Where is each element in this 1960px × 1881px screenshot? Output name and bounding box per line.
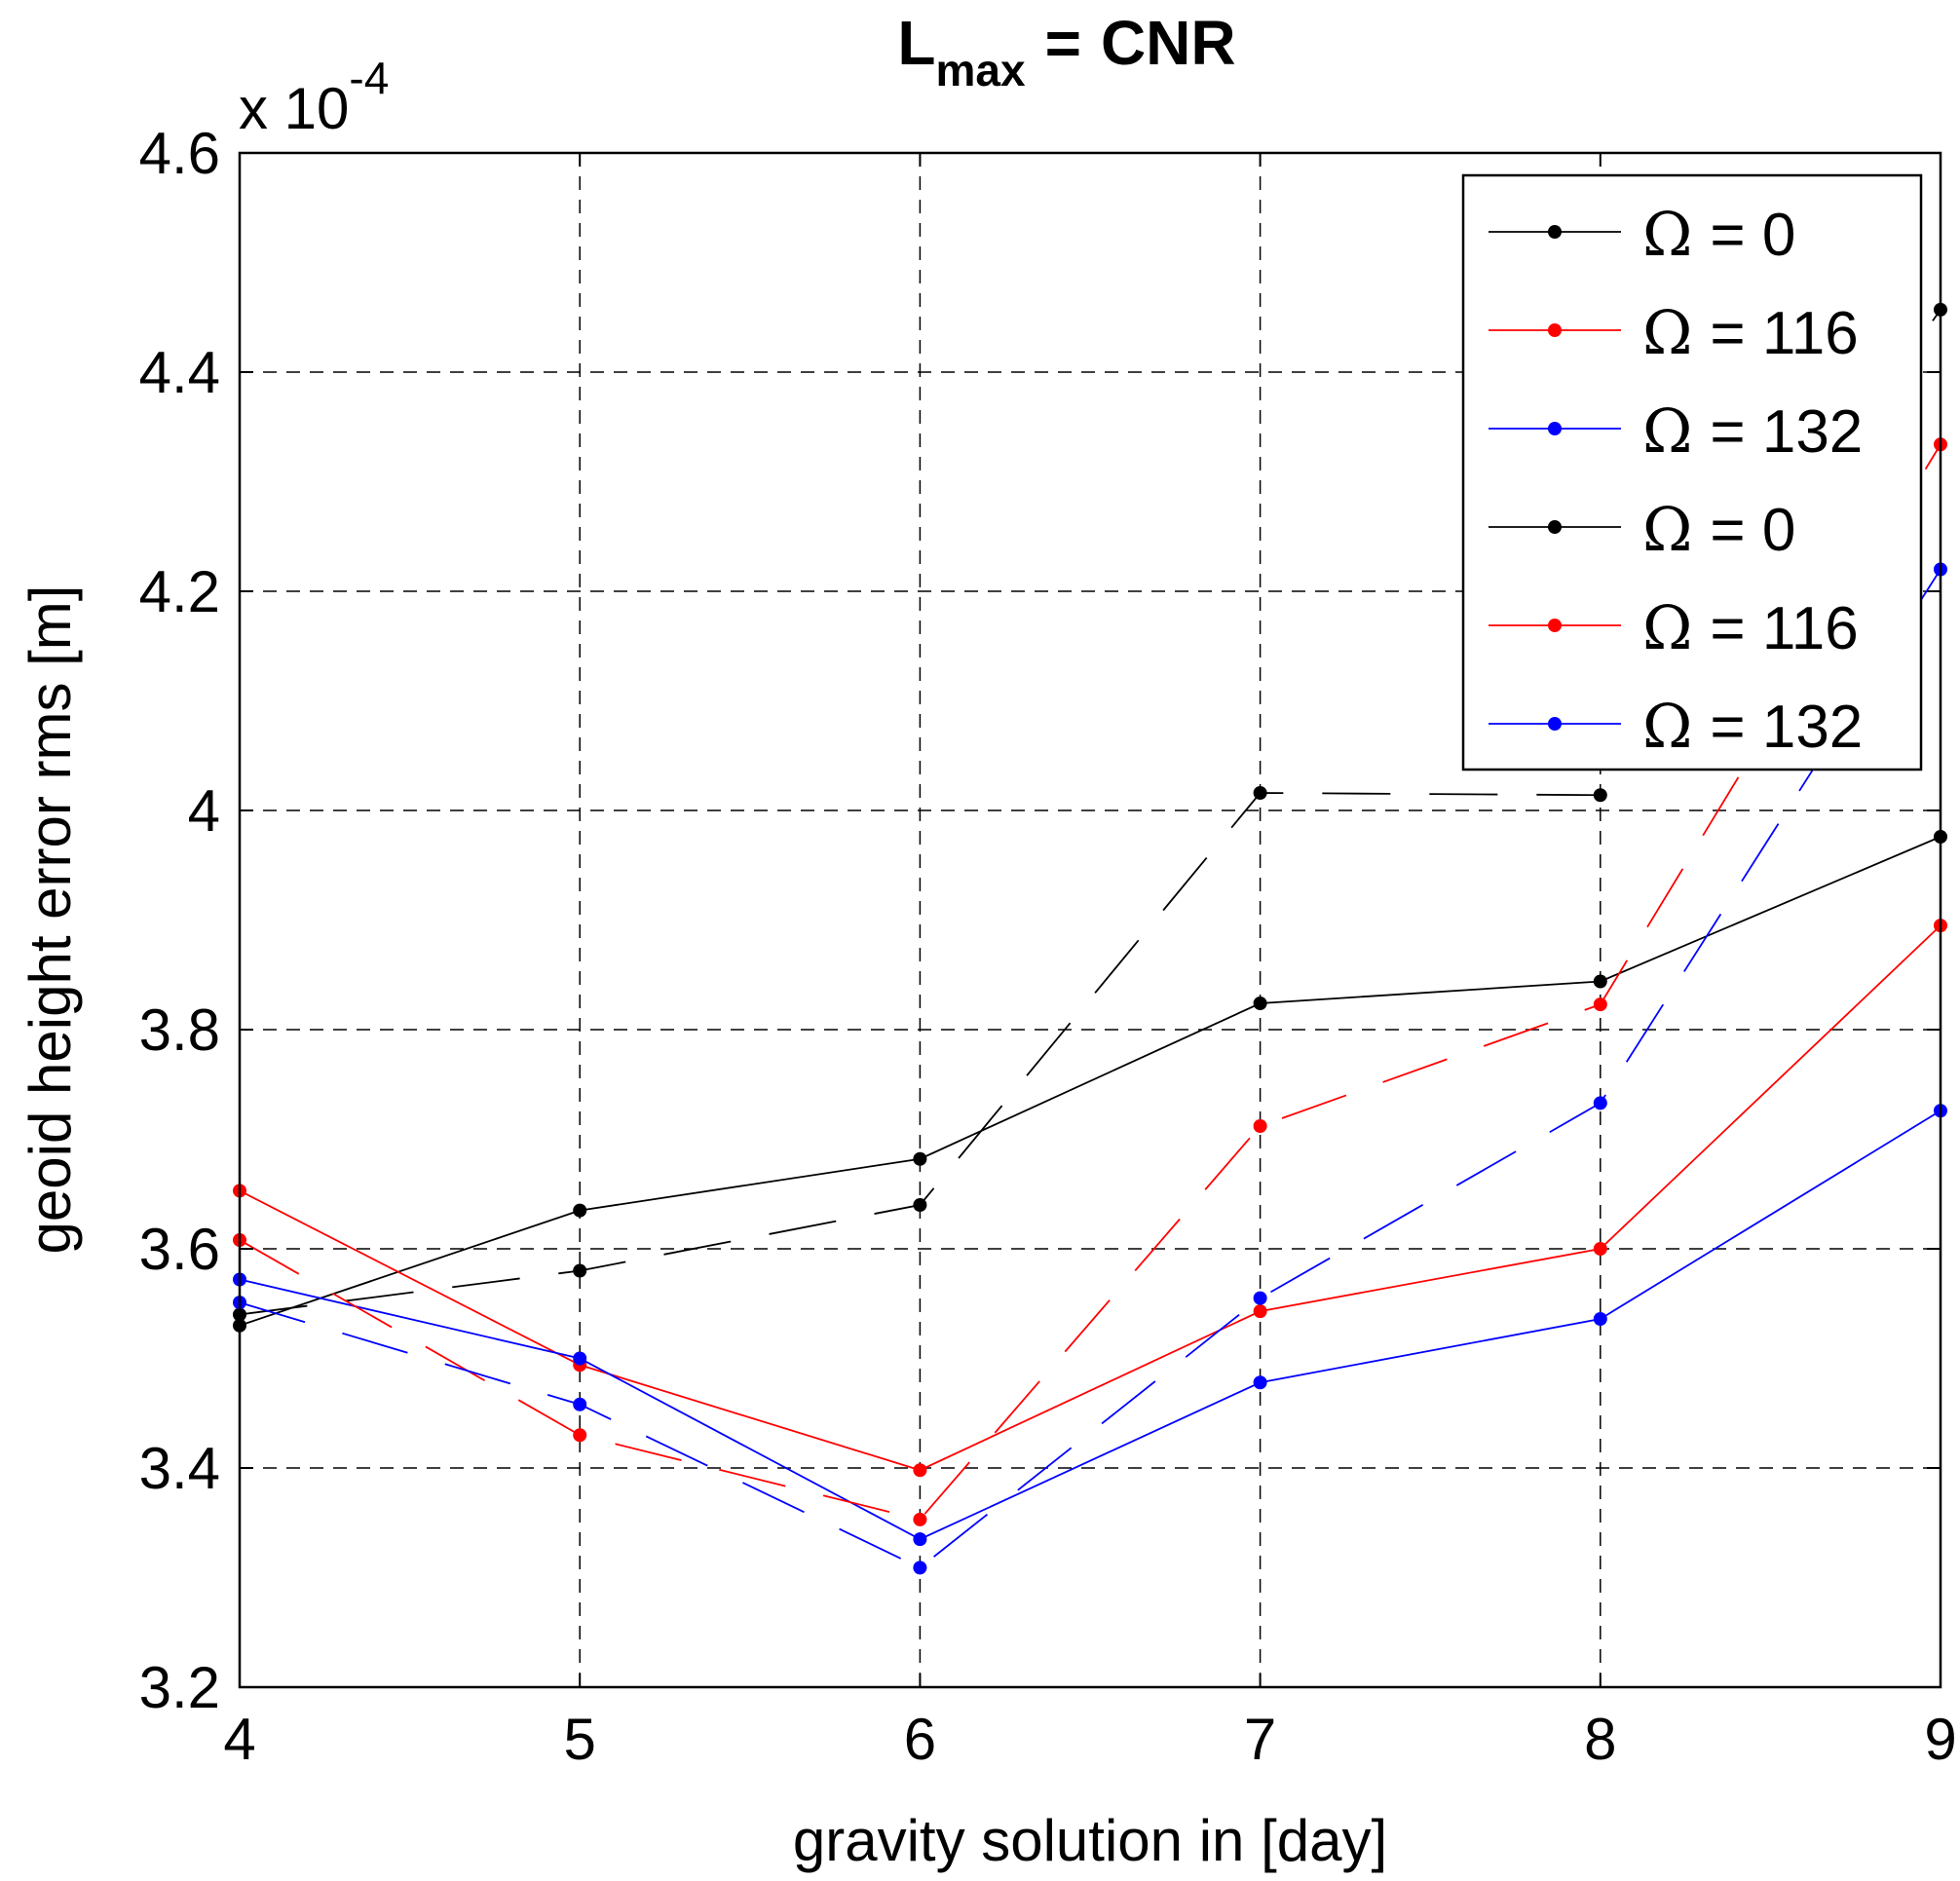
legend-item: Ω = 0 — [1489, 494, 1795, 565]
title-subscript: max — [935, 45, 1025, 95]
y-tick-label: 4 — [188, 778, 220, 844]
data-point — [1253, 1291, 1267, 1305]
legend-item: Ω = 0 — [1489, 199, 1795, 270]
series-line — [239, 569, 1941, 1569]
y-tick-label: 4.6 — [139, 121, 220, 186]
plot-area-frame — [238, 151, 1942, 1689]
series-1 — [233, 919, 1947, 1478]
data-point — [573, 1397, 587, 1411]
legend-symbol: Ω — [1642, 395, 1692, 467]
y-tick-label: 3.8 — [139, 997, 220, 1063]
legend-item: Ω = 132 — [1489, 691, 1863, 762]
y-tick-label: 4.2 — [139, 559, 220, 624]
y-scale-exponent: -4 — [349, 53, 389, 103]
data-point — [1253, 1304, 1267, 1319]
x-tick-label: 8 — [1584, 1707, 1616, 1772]
series-line — [239, 443, 1941, 1521]
legend-marker — [1548, 520, 1562, 534]
legend-symbol: Ω — [1642, 592, 1692, 663]
series-line — [239, 924, 1941, 1472]
legend-marker — [1548, 619, 1562, 632]
chart-title: Lmax = CNR — [897, 8, 1235, 95]
legend-marker — [1548, 422, 1562, 435]
data-point — [1253, 1375, 1267, 1390]
data-point — [913, 1532, 927, 1547]
data-point — [1253, 786, 1267, 800]
data-point — [1253, 997, 1267, 1010]
x-tick-label: 6 — [904, 1707, 936, 1772]
legend: Ω = 0 Ω = 116 Ω = 132 Ω = 0 Ω = 116 Ω = 132 — [1461, 173, 1923, 771]
legend-value: = 116 — [1710, 595, 1858, 662]
ticks: 4 5 6 7 8 9 3.2 3.4 3.6 3.8 4 4.2 4.4 4.6 — [139, 121, 1957, 1772]
data-point — [573, 1428, 587, 1443]
legend-value: = 0 — [1710, 202, 1795, 269]
legend-label: Ω = 0 — [1642, 199, 1795, 270]
legend-label: Ω = 0 — [1642, 494, 1795, 565]
x-tick-label: 5 — [564, 1707, 596, 1772]
data-point — [913, 1198, 927, 1212]
data-point — [573, 1351, 587, 1366]
x-tick-label: 7 — [1244, 1707, 1276, 1772]
x-tick-label: 9 — [1924, 1707, 1956, 1772]
title-equals: = — [1045, 8, 1081, 78]
x-axis-label: gravity solution in [day] — [793, 1808, 1387, 1873]
legend-symbol: Ω — [1642, 297, 1692, 368]
legend-symbol: Ω — [1642, 199, 1692, 270]
data-point — [1253, 1119, 1267, 1133]
legend-marker — [1548, 717, 1562, 731]
series-line — [239, 1110, 1941, 1541]
y-tick-label: 3.4 — [139, 1436, 220, 1501]
title-text: CNR — [1101, 8, 1236, 78]
y-scale-multiplier: x 10-4 — [239, 53, 389, 141]
data-point — [1593, 997, 1607, 1012]
data-point — [913, 1561, 927, 1575]
series-0 — [233, 830, 1947, 1333]
legend-symbol: Ω — [1642, 494, 1692, 565]
series-line — [239, 836, 1941, 1327]
legend-value: = 132 — [1710, 694, 1863, 761]
legend-label: Ω = 116 — [1642, 592, 1859, 663]
legend-symbol: Ω — [1642, 691, 1692, 762]
data-point — [1593, 1096, 1607, 1110]
data-point — [913, 1463, 927, 1478]
data-point — [1593, 1312, 1607, 1326]
data-point — [913, 1512, 927, 1526]
series-4 — [233, 437, 1947, 1526]
data-point — [573, 1203, 587, 1218]
legend-value: = 116 — [1710, 300, 1858, 367]
legend-box — [1461, 173, 1923, 771]
data-point — [1593, 1242, 1607, 1256]
y-axis-label: geoid height error rms [m] — [18, 585, 83, 1255]
legend-value: = 0 — [1710, 497, 1795, 564]
title-prefix: L — [897, 8, 935, 78]
data-point — [573, 1263, 587, 1278]
data-point — [1593, 974, 1607, 989]
legend-item: Ω = 116 — [1489, 297, 1859, 368]
legend-value: = 132 — [1710, 398, 1863, 466]
x-tick-label: 4 — [223, 1707, 255, 1772]
data-point — [1593, 788, 1607, 803]
y-tick-label: 4.4 — [139, 340, 220, 405]
legend-item: Ω = 132 — [1489, 395, 1863, 467]
legend-marker — [1548, 225, 1562, 239]
legend-label: Ω = 132 — [1642, 691, 1863, 762]
series-2 — [233, 1104, 1947, 1547]
y-scale-base: x 10 — [239, 76, 349, 141]
legend-label: Ω = 116 — [1642, 297, 1859, 368]
y-tick-label: 3.6 — [139, 1217, 220, 1282]
series-5 — [233, 562, 1947, 1575]
grid — [240, 153, 1941, 1687]
legend-marker — [1548, 323, 1562, 337]
legend-item: Ω = 116 — [1489, 592, 1859, 663]
legend-label: Ω = 132 — [1642, 395, 1863, 467]
y-tick-label: 3.2 — [139, 1655, 220, 1720]
data-point — [913, 1151, 927, 1166]
